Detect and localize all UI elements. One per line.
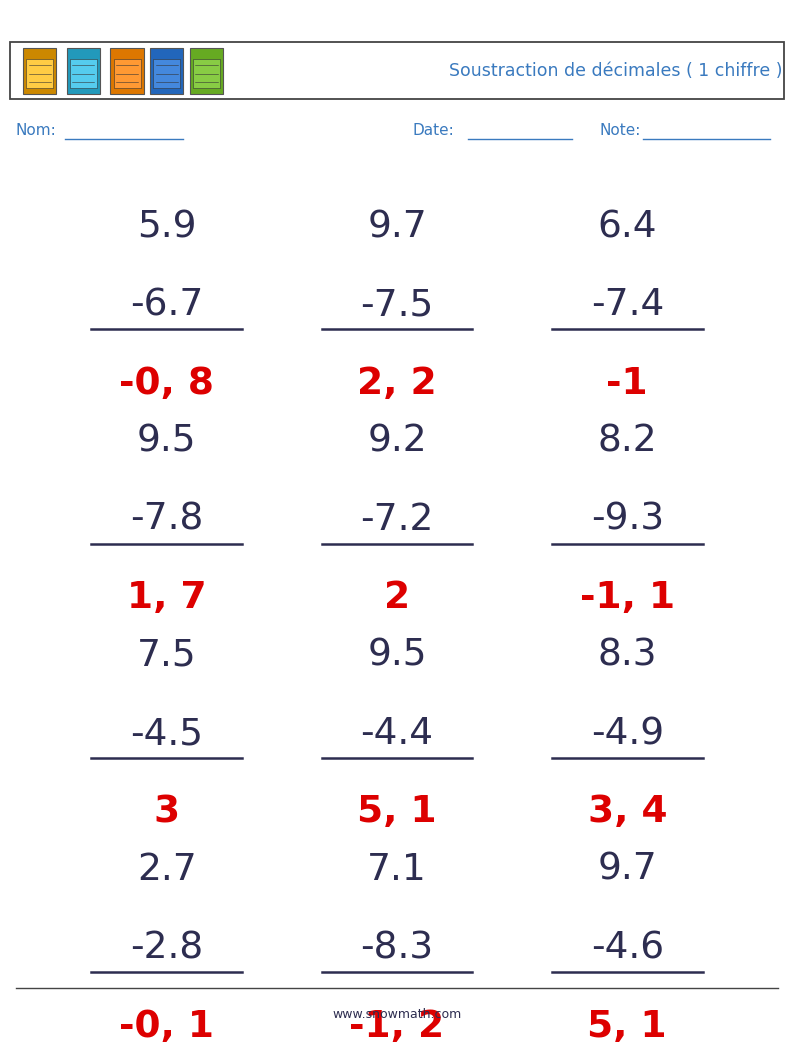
FancyBboxPatch shape: [26, 59, 53, 88]
Text: -4.9: -4.9: [591, 716, 664, 752]
Text: 5.9: 5.9: [137, 210, 196, 245]
FancyBboxPatch shape: [114, 59, 141, 88]
Text: 8.3: 8.3: [598, 638, 657, 674]
Text: -0, 1: -0, 1: [119, 1009, 214, 1045]
Text: 2.7: 2.7: [137, 852, 197, 888]
Text: 7.5: 7.5: [137, 638, 197, 674]
Text: Date:: Date:: [413, 123, 455, 138]
Text: -0, 8: -0, 8: [119, 365, 214, 402]
Text: 8.2: 8.2: [597, 423, 657, 459]
Text: Soustraction de décimales ( 1 chiffre ): Soustraction de décimales ( 1 chiffre ): [449, 61, 782, 80]
Text: 2, 2: 2, 2: [357, 365, 437, 402]
FancyBboxPatch shape: [67, 47, 100, 94]
Text: -7.8: -7.8: [130, 502, 203, 538]
Text: -1, 2: -1, 2: [349, 1009, 445, 1045]
Text: Nom:: Nom:: [16, 123, 56, 138]
Text: -4.5: -4.5: [130, 716, 203, 752]
Text: 5, 1: 5, 1: [357, 794, 437, 831]
Text: -8.3: -8.3: [360, 931, 434, 967]
Text: -7.4: -7.4: [591, 287, 664, 323]
Text: 9.7: 9.7: [597, 852, 657, 888]
Text: 9.7: 9.7: [367, 210, 427, 245]
Text: Note:: Note:: [599, 123, 641, 138]
Text: -7.5: -7.5: [360, 287, 434, 323]
FancyBboxPatch shape: [190, 47, 223, 94]
Text: -1: -1: [607, 365, 648, 402]
Text: 7.1: 7.1: [367, 852, 427, 888]
Text: 3: 3: [154, 794, 179, 831]
Text: -1, 1: -1, 1: [580, 580, 675, 616]
FancyBboxPatch shape: [153, 59, 180, 88]
Text: -2.8: -2.8: [130, 931, 203, 967]
Text: 3, 4: 3, 4: [588, 794, 667, 831]
Text: -9.3: -9.3: [591, 502, 664, 538]
Text: 9.5: 9.5: [137, 423, 196, 459]
Text: -4.4: -4.4: [360, 716, 434, 752]
FancyBboxPatch shape: [150, 47, 183, 94]
Text: www.snowmath.com: www.snowmath.com: [333, 1008, 461, 1020]
FancyBboxPatch shape: [193, 59, 220, 88]
Text: 5, 1: 5, 1: [588, 1009, 667, 1045]
FancyBboxPatch shape: [23, 47, 56, 94]
Text: 1, 7: 1, 7: [127, 580, 206, 616]
Text: 9.5: 9.5: [368, 638, 426, 674]
Text: 2: 2: [384, 580, 410, 616]
FancyBboxPatch shape: [110, 47, 144, 94]
FancyBboxPatch shape: [10, 42, 784, 99]
Text: -7.2: -7.2: [360, 502, 434, 538]
Text: 9.2: 9.2: [367, 423, 427, 459]
FancyBboxPatch shape: [70, 59, 97, 88]
Text: -6.7: -6.7: [130, 287, 203, 323]
Text: -4.6: -4.6: [591, 931, 664, 967]
Text: 6.4: 6.4: [598, 210, 657, 245]
